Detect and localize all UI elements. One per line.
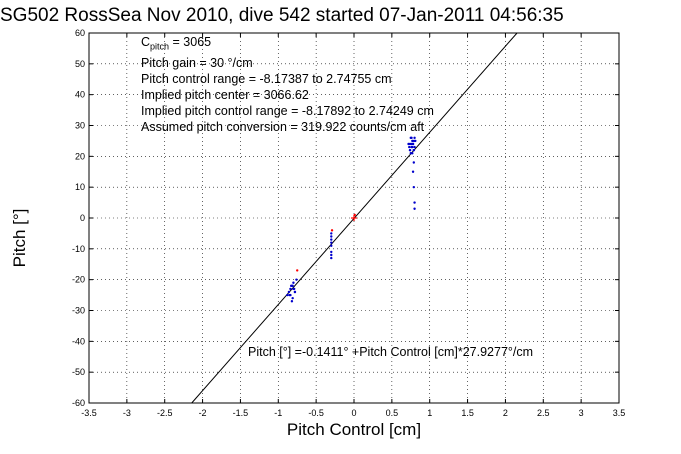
data-point: [292, 281, 295, 284]
data-points: [286, 136, 417, 303]
data-point: [413, 201, 416, 204]
data-point: [412, 148, 416, 152]
y-tick-label: -40: [72, 336, 85, 346]
data-point: [409, 152, 412, 155]
data-point: [295, 278, 298, 281]
data-point: [413, 145, 416, 149]
y-tick-label: 40: [75, 90, 85, 100]
data-point: [330, 250, 333, 254]
annotation-implied-center: Implied pitch center = 3066.62: [141, 87, 309, 102]
data-point: [412, 185, 416, 189]
data-point: [411, 145, 414, 149]
x-tick-label: -0.5: [308, 408, 324, 418]
data-point: [290, 300, 294, 303]
data-point: [330, 232, 333, 235]
y-axis-ticks: 60 50 40 30 20 10 0 -10 -20 -30 -40 -50 -60: [72, 28, 619, 408]
x-axis-label: Pitch Control [cm]: [286, 420, 422, 439]
c-pitch-value: = 3065: [169, 35, 212, 49]
x-tick-label: -2: [199, 408, 207, 418]
y-tick-label: -10: [72, 244, 85, 254]
data-point: [289, 287, 292, 291]
x-tick-label: -3: [123, 408, 131, 418]
data-point: [407, 142, 410, 146]
x-axis-ticks: -3.5 -3 -2.5 -2 -1.5 -1 -0.5 0 0.5 1 1.5 2 2.5 3 3.5: [81, 33, 625, 418]
y-tick-label: -30: [72, 306, 85, 316]
data-point: [330, 229, 334, 232]
x-tick-label: 1.5: [461, 408, 474, 418]
data-point: [330, 244, 333, 247]
data-point: [411, 170, 415, 173]
x-tick-label: 0: [351, 408, 356, 418]
data-point: [410, 136, 413, 140]
x-tick-label: 0.5: [386, 408, 399, 418]
data-point: [296, 269, 299, 272]
data-point: [413, 136, 416, 140]
x-tick-label: 3.5: [613, 408, 626, 418]
fit-equation: Pitch [°] =-0.1411° +Pitch Control [cm]*…: [248, 345, 534, 359]
x-tick-label: -3.5: [81, 408, 97, 418]
annotation-control-range: Pitch control range = -8.17387 to 2.7475…: [141, 71, 392, 86]
data-point: [291, 296, 294, 300]
chart-title: SG502 RossSea Nov 2010, dive 542 started…: [0, 5, 564, 26]
x-tick-label: -1: [274, 408, 282, 418]
y-tick-label: 10: [75, 182, 85, 192]
y-tick-label: -60: [72, 398, 85, 408]
data-point: [330, 256, 333, 260]
y-tick-label: 30: [75, 121, 85, 131]
data-point: [293, 290, 297, 294]
data-point: [330, 253, 333, 257]
data-point: [408, 145, 411, 149]
x-tick-label: 3: [579, 408, 584, 418]
data-point: [330, 238, 333, 241]
data-point: [412, 161, 416, 164]
x-tick-label: 1: [427, 408, 432, 418]
c-pitch-subscript: pitch: [150, 41, 170, 52]
data-point: [411, 142, 415, 146]
x-tick-label: 2.5: [537, 408, 550, 418]
annotation-c-pitch: Cpitch = 3065: [141, 34, 434, 55]
c-pitch-symbol: C: [141, 35, 151, 49]
y-tick-label: 60: [75, 28, 85, 38]
data-point: [330, 241, 333, 244]
annotation-implied-range: Implied pitch control range = -8.17892 t…: [141, 103, 434, 118]
y-tick-label: 20: [75, 151, 85, 161]
data-point: [291, 284, 294, 288]
data-point: [330, 235, 333, 238]
data-point: [413, 207, 416, 210]
x-tick-label: 2: [503, 408, 508, 418]
data-point: [287, 290, 291, 294]
data-point: [414, 139, 417, 143]
x-tick-label: -1.5: [233, 408, 249, 418]
y-axis-label: Pitch [°]: [10, 208, 29, 268]
data-point: [408, 148, 412, 152]
grid-lines: [89, 33, 619, 403]
y-tick-label: -50: [72, 367, 85, 377]
data-point: [292, 287, 296, 291]
annotation-pitch-conversion: Assumed pitch conversion = 319.922 count…: [141, 119, 425, 134]
annotation-block: Cpitch = 3065 Pitch gain = 30 °/cm Pitch…: [141, 34, 434, 135]
y-tick-label: 50: [75, 59, 85, 69]
annotation-pitch-gain: Pitch gain = 30 °/cm: [141, 55, 253, 70]
y-tick-label: -20: [72, 275, 85, 285]
x-tick-label: -2.5: [157, 408, 173, 418]
y-tick-label: 0: [80, 213, 85, 223]
data-point: [288, 293, 291, 297]
data-point: [286, 293, 289, 297]
data-point: [411, 139, 414, 143]
